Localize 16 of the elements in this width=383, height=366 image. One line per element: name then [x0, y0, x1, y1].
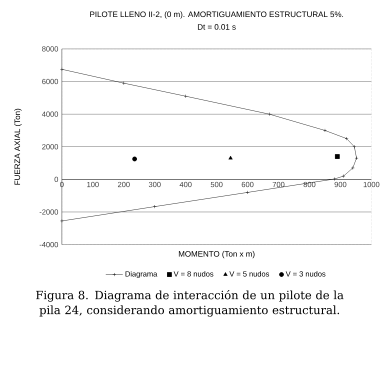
point	[342, 174, 346, 178]
point	[323, 128, 327, 132]
point	[132, 156, 138, 162]
point	[228, 156, 233, 160]
point	[344, 136, 348, 140]
point	[267, 112, 272, 116]
text: Figura 8. Diagrama de interacción de un pilote de la pila 24, considerando amortiguamiento estructural.	[36, 290, 344, 316]
point	[184, 94, 188, 98]
point	[352, 144, 356, 148]
point	[354, 156, 358, 160]
point	[334, 154, 340, 159]
point	[152, 204, 157, 208]
point	[351, 166, 355, 170]
point	[332, 177, 336, 181]
point	[122, 81, 126, 85]
point	[246, 190, 250, 194]
